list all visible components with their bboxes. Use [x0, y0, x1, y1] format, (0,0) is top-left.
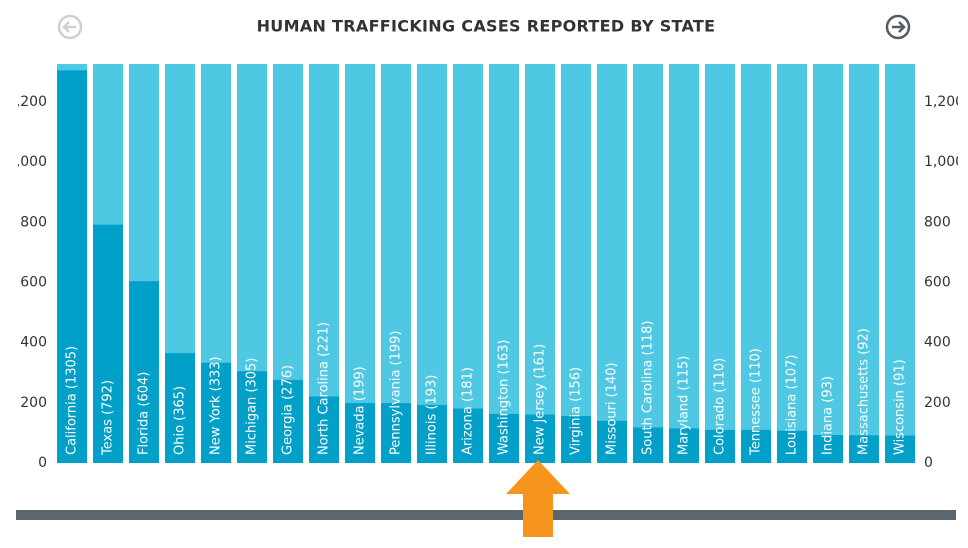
bar-label: Massachusetts (92) — [857, 328, 872, 455]
bar-label: Missouri (140) — [605, 362, 620, 455]
bar-label: South Carolina (118) — [641, 321, 656, 456]
bar-label: Texas (792) — [101, 380, 116, 456]
bar-label: New York (333) — [209, 356, 224, 455]
bar — [309, 396, 339, 463]
bar-background — [453, 64, 483, 463]
bar-background — [417, 64, 447, 463]
bar — [273, 379, 303, 463]
bar-background — [849, 64, 879, 463]
bar — [417, 404, 447, 463]
bar — [57, 70, 87, 464]
bar — [525, 414, 555, 463]
bar — [813, 435, 843, 463]
bar-background — [669, 64, 699, 463]
bar-label: Indiana (93) — [821, 376, 836, 455]
bar — [885, 435, 915, 463]
bar — [381, 403, 411, 463]
bar-background — [777, 64, 807, 463]
bar — [741, 429, 771, 463]
bar-background — [489, 64, 519, 463]
chart-title: HUMAN TRAFFICKING CASES REPORTED BY STAT… — [257, 17, 716, 36]
bar-label: Illinois (193) — [425, 375, 440, 455]
bar — [165, 353, 195, 463]
y2-tick-label: 800 — [924, 214, 951, 230]
bar-label: Washington (163) — [497, 340, 512, 455]
bar-label: New Jersey (161) — [533, 344, 548, 455]
y-tick-label: 200 — [20, 395, 47, 411]
bar-label: Tennessee (110) — [749, 348, 764, 456]
bar — [669, 428, 699, 463]
bar-label: California (1305) — [65, 346, 80, 455]
y-tick-label: 0 — [38, 455, 47, 471]
bar-label: Virginia (156) — [569, 367, 584, 455]
bar — [345, 403, 375, 463]
bar — [93, 224, 123, 463]
y-tick-label: 1,000 — [7, 154, 47, 170]
bar-label: Pennsylvania (199) — [389, 331, 404, 456]
bar — [561, 416, 591, 463]
bar-label: Louisiana (107) — [785, 355, 800, 455]
pointer-arrow — [506, 460, 570, 537]
bar-background — [705, 64, 735, 463]
y2-tick-label: 200 — [924, 395, 951, 411]
y2-tick-label: 600 — [924, 274, 951, 290]
bar-background — [561, 64, 591, 463]
bar — [201, 362, 231, 463]
bar-label: North Carolina (221) — [317, 322, 332, 455]
bar-background — [345, 64, 375, 463]
bar-label: Arizona (181) — [461, 367, 476, 455]
bar — [453, 408, 483, 463]
bar-label: Florida (604) — [137, 372, 152, 455]
bar-background — [813, 64, 843, 463]
bar-label: Ohio (365) — [173, 386, 188, 455]
bar-label: Georgia (276) — [281, 365, 296, 455]
bar — [237, 371, 267, 463]
bar — [489, 413, 519, 463]
scroll-track — [16, 510, 956, 520]
bar — [597, 420, 627, 463]
bar-background — [525, 64, 555, 463]
bar — [633, 427, 663, 463]
bar-label: Nevada (199) — [353, 366, 368, 455]
plot: 0 0 200 200 400 400 600 600 800 800 1,000 1,000 1,20… — [7, 64, 964, 471]
bar — [849, 435, 879, 463]
y-tick-label: 600 — [20, 274, 47, 290]
next-button[interactable] — [885, 14, 911, 40]
y2-tick-label: 0 — [924, 455, 933, 471]
bar-background — [381, 64, 411, 463]
bar-label: Wisconsin (91) — [893, 359, 908, 455]
y2-tick-label: 1,200 — [924, 94, 964, 110]
bar-label: Maryland (115) — [677, 356, 692, 455]
bar-label: Colorado (110) — [713, 358, 728, 455]
bar-background — [885, 64, 915, 463]
bar-background — [597, 64, 627, 463]
bar — [705, 429, 735, 463]
bar-background — [741, 64, 771, 463]
y-tick-label: 800 — [20, 214, 47, 230]
prev-button[interactable] — [57, 14, 83, 40]
y2-tick-label: 400 — [924, 335, 951, 351]
bar — [777, 430, 807, 463]
bar-label: Michigan (305) — [245, 358, 260, 455]
y-tick-label: 400 — [20, 335, 47, 351]
y-tick-label: 1,200 — [7, 94, 47, 110]
y2-tick-label: 1,000 — [924, 154, 964, 170]
bar — [129, 281, 159, 463]
bar-background — [633, 64, 663, 463]
